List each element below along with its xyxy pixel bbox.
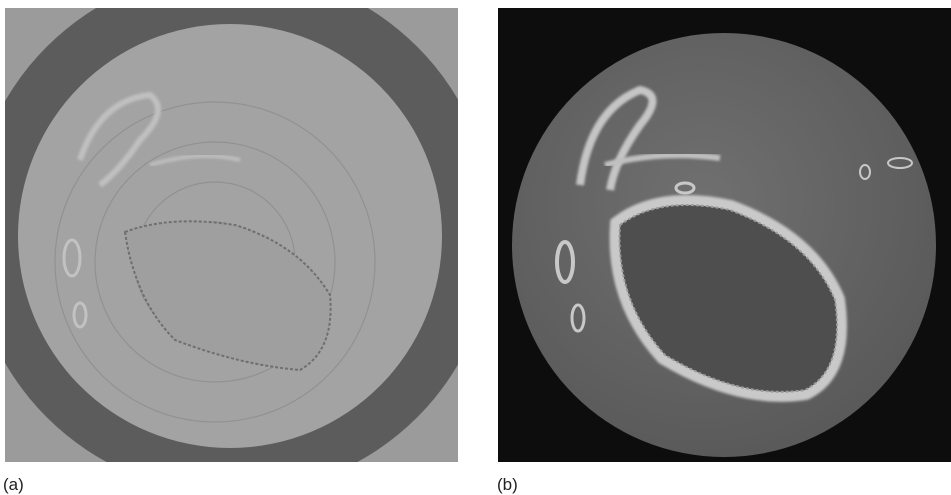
panel-label: (a) xyxy=(3,475,24,494)
image-b xyxy=(498,8,951,462)
panel-label: (b) xyxy=(497,475,518,494)
image-a xyxy=(5,8,458,462)
